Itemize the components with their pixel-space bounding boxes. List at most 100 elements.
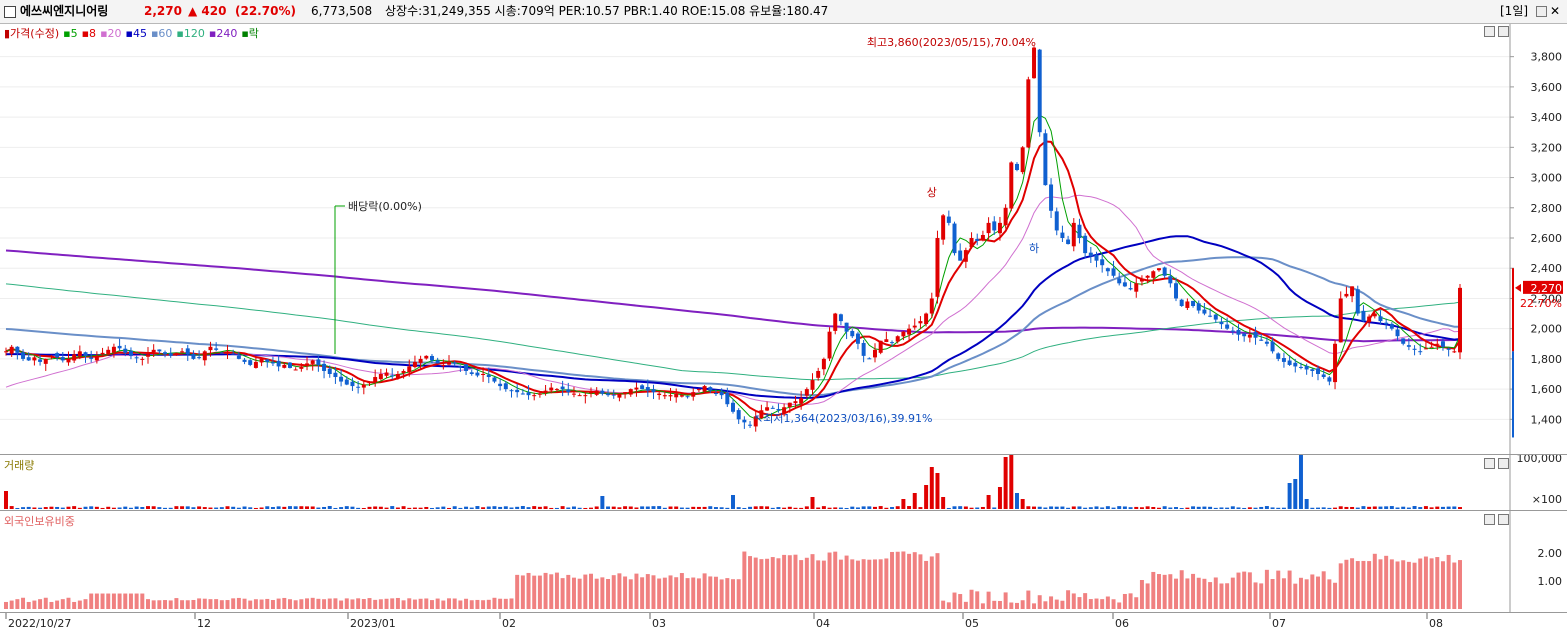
volume-bar <box>1287 483 1292 509</box>
candle <box>793 401 798 404</box>
foreign-bar <box>770 557 775 609</box>
volume-bar <box>55 506 60 509</box>
candle <box>1395 329 1400 337</box>
candle <box>1440 341 1445 347</box>
foreign-bar <box>1276 570 1281 609</box>
foreign-bar <box>327 598 332 609</box>
foreign-bar <box>980 603 985 609</box>
foreign-bar <box>1264 569 1269 609</box>
volume-bar <box>719 507 724 509</box>
foreign-bar <box>952 592 957 609</box>
volume-bar <box>1264 506 1269 509</box>
foreign-bar <box>674 577 679 609</box>
foreign-bar <box>21 597 26 609</box>
candle <box>907 328 912 335</box>
volume-bar <box>1418 507 1423 509</box>
volume-bar <box>526 507 531 509</box>
foreign-bar <box>736 579 741 609</box>
candle <box>259 358 264 363</box>
volume-bar <box>89 506 94 509</box>
period-selector[interactable]: [1일] <box>1500 4 1529 18</box>
candle <box>1310 369 1315 371</box>
foreign-bar <box>1355 561 1360 609</box>
pane-minimize-icon[interactable] <box>1484 26 1495 37</box>
volume-bar <box>651 506 656 509</box>
volume-bar <box>941 497 946 509</box>
candle <box>378 374 383 380</box>
legend-item: ▮가격(수정) <box>4 27 60 40</box>
foreign-bar <box>1395 561 1400 609</box>
volume-bar <box>537 506 542 509</box>
volume-minimize-icon[interactable] <box>1484 458 1495 469</box>
foreign-bar <box>691 577 696 609</box>
volume-bar <box>980 506 985 509</box>
candle <box>1094 254 1099 261</box>
foreign-bar <box>367 598 372 609</box>
candle <box>1333 343 1338 383</box>
foreign-bar <box>941 600 946 609</box>
minimize-icon[interactable] <box>1533 6 1547 29</box>
foreign-bar <box>208 599 213 609</box>
foreign-bar <box>168 600 173 609</box>
foreign-bar <box>259 599 264 609</box>
volume-bar <box>1145 506 1150 509</box>
candle <box>924 313 929 325</box>
volume-bar <box>1395 507 1400 509</box>
foreign-bar <box>833 551 838 609</box>
volume-bar <box>657 506 662 509</box>
foreign-bar <box>214 599 219 609</box>
candle <box>1344 293 1349 297</box>
volume-bar <box>225 506 230 509</box>
foreign-bar <box>844 555 849 609</box>
candle <box>83 352 88 356</box>
candle <box>481 374 486 375</box>
foreign-bar <box>225 600 230 609</box>
candle <box>1054 211 1059 231</box>
foreign-bar <box>276 598 281 609</box>
foreign-bar <box>1162 574 1167 609</box>
foreign-bar <box>486 599 491 609</box>
candle <box>668 395 673 397</box>
volume-bar <box>151 506 156 509</box>
candle <box>691 392 696 397</box>
volume-bar <box>935 473 940 509</box>
volume-bar <box>907 506 912 509</box>
foreign-bar <box>1134 597 1139 609</box>
volume-bar <box>208 507 213 509</box>
volume-bar <box>1032 506 1037 509</box>
volume-bar <box>1236 507 1241 509</box>
candle <box>447 361 452 365</box>
volume-bar <box>1156 507 1161 509</box>
candle <box>992 221 997 231</box>
foreign-bar <box>929 556 934 609</box>
volume-bar <box>520 506 525 509</box>
pane-close-icon[interactable] <box>1498 26 1509 37</box>
candle <box>520 393 525 395</box>
foreign-close-icon[interactable] <box>1498 514 1509 525</box>
candle <box>191 353 196 359</box>
foreign-bar <box>1440 561 1445 609</box>
candle <box>1009 162 1014 209</box>
candle <box>1418 351 1423 353</box>
candle <box>60 357 65 361</box>
candle <box>1247 334 1252 338</box>
foreign-bar <box>1077 597 1082 609</box>
y-tick-label: 2.00 <box>1538 547 1563 560</box>
header-checkbox[interactable] <box>4 6 16 18</box>
candle <box>1423 348 1428 350</box>
candle <box>429 355 434 361</box>
candle <box>1083 235 1088 254</box>
volume-bar <box>1259 506 1264 509</box>
foreign-bar <box>708 576 713 609</box>
volume-bar <box>100 507 105 509</box>
close-icon[interactable]: ✕ <box>1550 4 1561 18</box>
foreign-bar <box>134 593 139 609</box>
foreign-bar <box>4 601 8 609</box>
volume-chart: 100,000 ×100 <box>4 455 1562 511</box>
foreign-bar <box>1298 577 1303 609</box>
foreign-minimize-icon[interactable] <box>1484 514 1495 525</box>
candle <box>1100 259 1105 266</box>
volume-close-icon[interactable] <box>1498 458 1509 469</box>
candle <box>469 372 474 374</box>
candle <box>1452 351 1457 353</box>
